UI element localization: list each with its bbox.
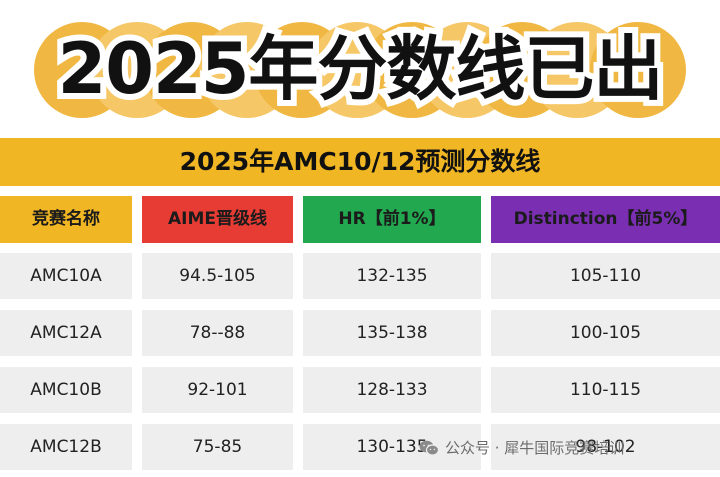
table-cell-competition: AMC10A xyxy=(0,253,132,299)
header-distinction: Distinction【前5%】 xyxy=(491,196,720,243)
table-cell-hr: 128-133 xyxy=(303,367,481,413)
table-cell-aime: 78--88 xyxy=(142,310,293,356)
watermark: 公众号 · 犀牛国际竞赛培训 xyxy=(419,436,624,460)
table-cell-competition: AMC12A xyxy=(0,310,132,356)
table-cell-aime: 75-85 xyxy=(142,424,293,470)
table-cell-hr: 132-135 xyxy=(303,253,481,299)
table-cell-distinction: 100-105 xyxy=(491,310,720,356)
wechat-icon xyxy=(419,439,440,456)
table-cell-hr: 130-135 xyxy=(303,424,481,470)
table-cell-aime: 92-101 xyxy=(142,367,293,413)
header-aime: AIME晋级线 xyxy=(142,196,293,243)
title-banner: 2025年分数线已出 xyxy=(0,0,720,128)
banner-blob xyxy=(590,22,686,118)
header-hr: HR【前1%】 xyxy=(303,196,481,243)
table-cell-competition: AMC12B xyxy=(0,424,132,470)
watermark-text: 公众号 · 犀牛国际竞赛培训 xyxy=(445,439,625,457)
table-cell-aime: 94.5-105 xyxy=(142,253,293,299)
table-cell-distinction: 110-115 xyxy=(491,367,720,413)
table-cell-distinction: 105-110 xyxy=(491,253,720,299)
banner-blob-pattern xyxy=(34,22,686,118)
table-cell-hr: 135-138 xyxy=(303,310,481,356)
header-competition: 竞赛名称 xyxy=(0,196,132,243)
table-title-bar: 2025年AMC10/12预测分数线 xyxy=(0,138,720,186)
page-title: 2025年分数线已出 xyxy=(52,22,670,116)
table-cell-distinction: 98-102 xyxy=(491,424,720,470)
table-cell-competition: AMC10B xyxy=(0,367,132,413)
